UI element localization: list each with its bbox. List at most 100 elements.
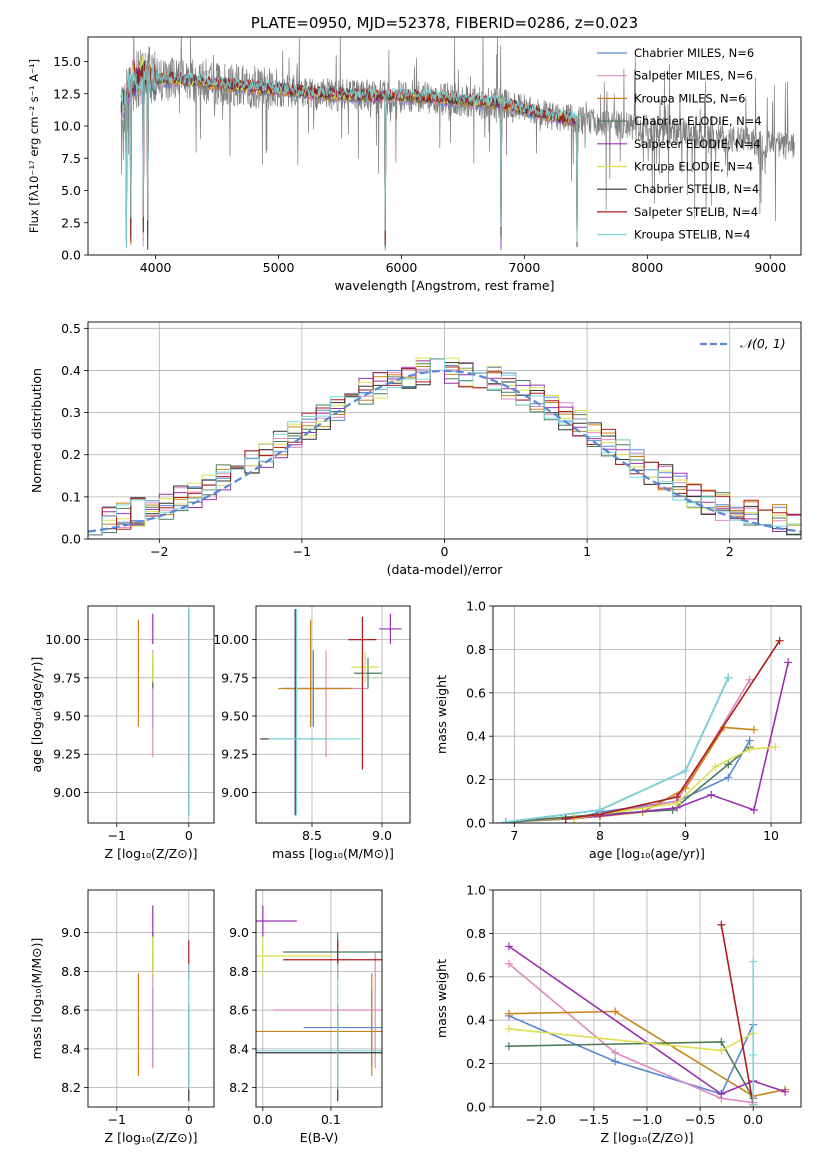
data-point-marker <box>504 959 513 968</box>
model-point <box>351 651 380 683</box>
y-tick-label: 0.2 <box>61 447 81 462</box>
axes-frame <box>492 605 802 824</box>
x-tick-label: 0 <box>441 544 449 559</box>
y-tick-label: 0.8 <box>466 926 486 941</box>
y-tick-label: 0.8 <box>466 642 486 657</box>
x-axis-label: E(B-V) <box>300 1130 339 1145</box>
axes-age-vs-Z: −1 0 9.00 9.25 9.50 9.75 10.00 Z [log₁₀(Z/Z⊙)] a… <box>29 605 215 861</box>
x-tick-label: 9000 <box>754 260 786 275</box>
x-tick-label: 0.0 <box>743 1112 763 1127</box>
data-point-marker <box>724 760 733 769</box>
y-tick-label: 8.4 <box>229 1041 249 1056</box>
weight-series <box>501 673 733 823</box>
data-point-marker <box>749 1100 758 1107</box>
x-tick-label: 6000 <box>386 260 418 275</box>
weight-series <box>570 743 780 823</box>
y-tick-label: 0.4 <box>61 363 81 378</box>
series-line <box>508 963 754 1104</box>
axes-layer: 4000 5000 6000 7000 8000 90000.02.55.07.510.0… <box>27 14 802 1145</box>
series-line <box>508 1015 754 1095</box>
y-tick-label: 8.2 <box>229 1080 249 1095</box>
x-tick-label: 8.5 <box>302 828 322 843</box>
data-point-marker <box>717 1037 726 1046</box>
axes-weight-vs-Z: −2.0 −1.5 −1.0 −0.5 0.0 0.0 0.2 0.4 0.6 0.8 1.0 Z [… <box>434 883 802 1145</box>
axes-frame <box>87 889 215 1108</box>
data-point-marker <box>611 1057 620 1066</box>
axes-mass-vs-Z: −1 0 8.2 8.4 8.6 8.8 9.0 Z [log₁₀(Z/Z⊙)] mass [l… <box>29 889 215 1145</box>
axes-frame <box>255 889 383 1108</box>
axes-spectrum: 4000 5000 6000 7000 8000 9000 0.0 2.5 5.0 7.5 10.0… <box>27 14 802 293</box>
data-point-marker <box>781 1087 790 1096</box>
y-tick-label: 0.2 <box>466 772 486 787</box>
x-axis-label: (data-model)/error <box>387 562 504 577</box>
x-axis-label: wavelength [Angstrom, rest frame] <box>334 278 554 293</box>
data-point-marker <box>717 920 726 929</box>
y-axis-label: Normed distribution <box>29 368 44 493</box>
plot-area-spectrum <box>120 37 795 251</box>
y-tick-label: 9.25 <box>53 747 81 762</box>
data-point-marker <box>749 1050 758 1059</box>
model-point <box>348 616 377 770</box>
data-point-marker <box>707 790 716 799</box>
plot-area-mass-vs-Z <box>137 905 190 1102</box>
legend-entry-label: Chabrier STELIB, N=4 <box>634 182 759 196</box>
x-tick-label: 5000 <box>263 260 295 275</box>
x-axis-label: Z [log₁₀(Z/Z⊙)] <box>601 1130 694 1145</box>
y-tick-label: 8.4 <box>61 1041 81 1056</box>
data-point-marker <box>504 942 513 951</box>
y-tick-label: 7.5 <box>61 151 81 166</box>
x-tick-label: 0 <box>185 828 193 843</box>
x-tick-label: 0.0 <box>253 1112 273 1127</box>
x-tick-label: 0.1 <box>321 1112 341 1127</box>
model-point <box>278 619 353 727</box>
x-tick-label: −1 <box>108 828 126 843</box>
y-tick-label: 1.0 <box>466 883 486 898</box>
y-tick-label: 1.0 <box>466 599 486 614</box>
legend: Chabrier MILES, N=6 Salpeter MILES, N=6 Kr… <box>597 46 762 242</box>
series-line <box>508 1010 786 1098</box>
y-tick-label: 9.75 <box>53 670 81 685</box>
model-point <box>256 936 331 976</box>
x-tick-label: 8000 <box>631 260 663 275</box>
x-tick-label: 4000 <box>140 260 172 275</box>
y-axis-label: mass weight <box>434 675 449 754</box>
x-tick-label: −2.0 <box>526 1112 556 1127</box>
x-tick-label: −1 <box>293 544 311 559</box>
y-tick-label: 9.0 <box>229 925 249 940</box>
x-axis-label: mass [log₁₀(M/M⊙)] <box>272 846 394 861</box>
legend-entry-label: Chabrier ELODIE, N=4 <box>634 114 762 128</box>
data-point-marker <box>711 762 720 771</box>
y-tick-label: 0.6 <box>466 685 486 700</box>
legend-entry-label: Salpeter ELODIE, N=4 <box>634 137 761 151</box>
normal-distribution-curve <box>88 369 801 533</box>
observed-spectrum-line <box>120 37 795 222</box>
y-axis-label: mass weight <box>434 959 449 1038</box>
plot-area-weight-vs-age <box>501 636 793 823</box>
data-point-marker <box>504 1024 513 1033</box>
y-tick-label: 0.3 <box>61 405 81 420</box>
weight-series <box>504 959 758 1107</box>
x-tick-label: 9 <box>682 828 690 843</box>
y-tick-label: 8.2 <box>61 1080 81 1095</box>
legend-entry-label: Salpeter MILES, N=6 <box>634 69 753 83</box>
y-axis-label: age [log₁₀(age/yr)] <box>29 657 44 773</box>
legend-entry-label: Chabrier MILES, N=6 <box>634 46 754 60</box>
axes-age-vs-mass: 8.5 9.0 9.00 9.25 9.50 9.75 10.00 mass [log₁₀(M… <box>213 605 411 861</box>
y-tick-label: 8.8 <box>229 964 249 979</box>
y-tick-label: 9.25 <box>221 747 249 762</box>
model-point <box>273 952 382 1069</box>
y-tick-label: 8.8 <box>61 964 81 979</box>
data-point-marker <box>717 1089 726 1098</box>
model-point <box>256 905 297 937</box>
model-point <box>268 609 360 816</box>
model-point <box>354 657 382 689</box>
x-tick-label: −1 <box>108 1112 126 1127</box>
data-point-marker <box>717 1046 726 1055</box>
data-point-marker <box>749 957 758 966</box>
data-point-marker <box>724 673 733 682</box>
x-tick-label: −2 <box>150 544 168 559</box>
axes-frame <box>87 321 802 540</box>
data-point-marker <box>611 1007 620 1016</box>
x-tick-label: −0.5 <box>685 1112 715 1127</box>
